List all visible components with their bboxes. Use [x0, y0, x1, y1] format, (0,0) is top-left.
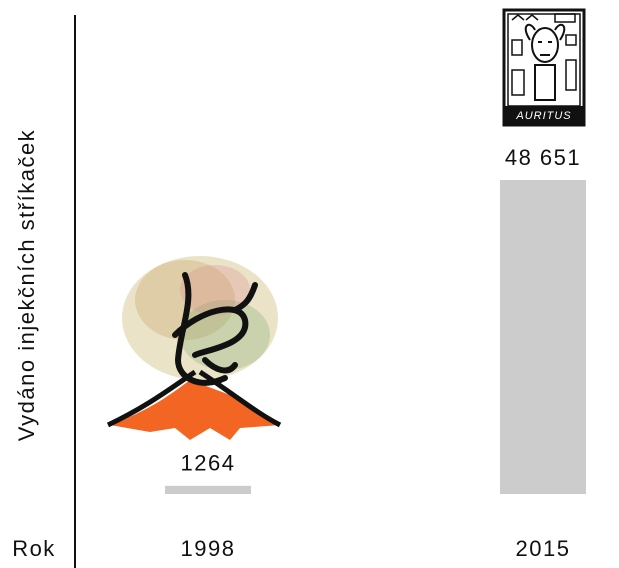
value-label: 1264 [181, 451, 236, 476]
y-axis-label: Vydáno injekčních stříkaček [14, 129, 39, 441]
auritus-logo: AURITUS [504, 10, 584, 125]
logo-text: AURITUS [515, 110, 571, 122]
value-label: 48 651 [505, 145, 581, 170]
bar [500, 180, 586, 494]
bar [165, 486, 251, 494]
x-axis-label: Rok [12, 536, 56, 561]
x-tick-label: 2015 [516, 536, 571, 561]
tree-logo [108, 256, 280, 440]
x-tick-label: 1998 [181, 536, 236, 561]
chart: Vydáno injekčních stříkaček Rok AURITUS … [0, 0, 619, 568]
